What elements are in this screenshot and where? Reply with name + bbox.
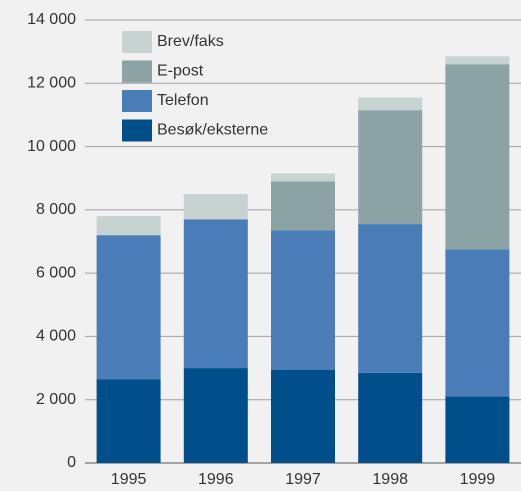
bar-segment — [358, 97, 423, 111]
legend-label: Besøk/eksterne — [157, 122, 268, 139]
bar-segment — [183, 194, 248, 220]
legend-label: Brev/faks — [157, 33, 224, 50]
legend-label: E-post — [157, 63, 204, 80]
y-tick-label: 2 000 — [36, 391, 76, 408]
y-tick-label: 10 000 — [27, 138, 76, 155]
x-tick-label: 1998 — [372, 471, 408, 488]
y-tick-label: 4 000 — [36, 328, 76, 345]
bar-segment — [271, 230, 335, 370]
legend-swatch — [122, 60, 152, 83]
x-tick-label: 1996 — [198, 471, 234, 488]
y-tick-label: 14 000 — [27, 11, 76, 28]
x-tick-label: 1999 — [460, 471, 496, 488]
bar-segment — [271, 181, 335, 231]
bar-segment — [358, 224, 423, 373]
bar-segment — [96, 379, 161, 463]
bar-segment — [96, 216, 161, 236]
bar-segment — [358, 110, 423, 225]
bar-segment — [445, 56, 510, 65]
legend-label: Telefon — [157, 92, 209, 109]
bar-segment — [445, 249, 510, 397]
bar-segment — [445, 64, 510, 250]
x-tick-label: 1997 — [285, 471, 321, 488]
y-tick-label: 12 000 — [27, 75, 76, 92]
legend-swatch — [122, 90, 152, 112]
y-tick-label: 6 000 — [36, 264, 76, 281]
bar-segment — [445, 396, 510, 463]
y-tick-label: 0 — [67, 454, 76, 471]
bar-segment — [358, 372, 423, 463]
x-tick-label: 1995 — [111, 471, 147, 488]
bar-segment — [271, 173, 335, 182]
bar-segment — [271, 369, 335, 463]
bar-segment — [96, 235, 161, 380]
bar-segment — [183, 368, 248, 463]
legend-swatch — [122, 31, 152, 53]
y-tick-label: 8 000 — [36, 201, 76, 218]
bar-segment — [183, 219, 248, 369]
legend-swatch — [122, 119, 152, 142]
